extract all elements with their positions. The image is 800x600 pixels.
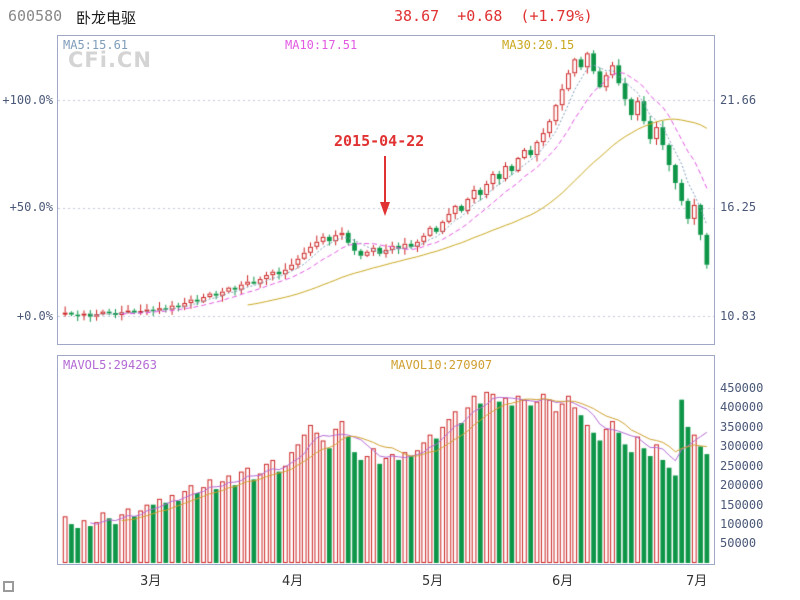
corner-mark bbox=[3, 581, 14, 592]
annotation-arrow-icon bbox=[380, 156, 390, 216]
annotation-date: 2015-04-22 bbox=[334, 132, 425, 150]
volume-axis-label: 150000 bbox=[720, 498, 764, 512]
price-axis-right-label: 16.25 bbox=[720, 200, 757, 214]
price-axis-left-label: +0.0% bbox=[16, 309, 53, 323]
month-label: 6月 bbox=[552, 574, 574, 589]
volume-chart-canvas[interactable] bbox=[58, 356, 714, 564]
month-label: 5月 bbox=[422, 574, 444, 589]
price-axis-right-label: 10.83 bbox=[720, 309, 757, 323]
ma10-label: MA10:17.51 bbox=[285, 38, 358, 52]
month-label: 4月 bbox=[282, 574, 304, 589]
mavol10-label: MAVOL10:270907 bbox=[391, 358, 493, 372]
volume-axis-label: 100000 bbox=[720, 517, 764, 531]
volume-axis-label: 400000 bbox=[720, 400, 764, 414]
price-axis-left-label: +50.0% bbox=[9, 200, 53, 214]
price-chart-panel: CFi.CN MA5:15.61 MA10:17.51 MA30:20.15 2… bbox=[57, 35, 715, 345]
volume-axis-label: 50000 bbox=[720, 536, 757, 550]
ma5-label: MA5:15.61 bbox=[63, 38, 129, 52]
price-axis-right-label: 21.66 bbox=[720, 93, 757, 107]
mavol5-label: MAVOL5:294263 bbox=[63, 358, 157, 372]
stock-name: 卧龙电驱 bbox=[76, 9, 137, 27]
volume-axis-label: 200000 bbox=[720, 478, 764, 492]
stock-code: 600580 bbox=[8, 7, 63, 25]
stock-quote: 38.67 +0.68 (+1.79%) bbox=[394, 7, 593, 25]
volume-axis-label: 250000 bbox=[720, 459, 764, 473]
price-axis-left-label: +100.0% bbox=[2, 93, 53, 107]
watermark-logo: CFi.CN bbox=[68, 48, 152, 72]
volume-axis-label: 300000 bbox=[720, 439, 764, 453]
volume-chart-panel: MAVOL5:294263 MAVOL10:270907 bbox=[57, 355, 715, 565]
volume-axis-label: 450000 bbox=[720, 381, 764, 395]
volume-axis-label: 350000 bbox=[720, 420, 764, 434]
month-label: 7月 bbox=[686, 574, 708, 589]
month-label: 3月 bbox=[140, 574, 162, 589]
ma30-label: MA30:20.15 bbox=[502, 38, 575, 52]
